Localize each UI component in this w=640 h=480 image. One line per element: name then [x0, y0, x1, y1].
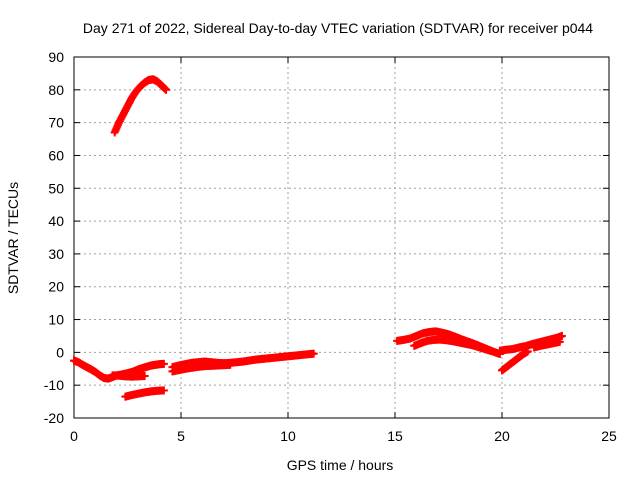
y-tick-label: 10: [48, 312, 64, 328]
x-axis-label: GPS time / hours: [287, 457, 394, 473]
y-tick-label: 40: [48, 213, 64, 229]
data-point: [162, 85, 171, 94]
data-point: [523, 347, 532, 356]
y-tick-label: 30: [48, 246, 64, 262]
y-tick-label: 60: [48, 147, 64, 163]
data-point: [557, 331, 566, 340]
y-tick-label: 50: [48, 180, 64, 196]
x-tick-label: 10: [280, 428, 296, 444]
data-point: [309, 349, 318, 358]
data-point: [140, 371, 149, 380]
series-arc-evening-lower: [410, 335, 496, 356]
y-tick-label: 70: [48, 115, 64, 131]
data-point: [226, 360, 235, 369]
x-tick-label: 0: [70, 428, 78, 444]
x-tick-label: 20: [494, 428, 510, 444]
y-tick-label: 90: [48, 49, 64, 65]
y-tick-label: -10: [44, 377, 64, 393]
series-arc-short: [108, 371, 149, 381]
data-layer: [70, 75, 566, 401]
ticks-layer: 0 5 10 15 20 25 -20 -10 0 10 20 30 40 50 60 70 80 90: [44, 49, 617, 444]
y-tick-label: -20: [44, 410, 64, 426]
y-tick-label: 0: [56, 344, 64, 360]
series-arc-bottom: [121, 386, 168, 401]
x-tick-label: 5: [177, 428, 185, 444]
data-point: [159, 359, 168, 368]
y-axis-label: SDTVAR / TECUs: [5, 182, 21, 294]
series-arc-mid-lower: [168, 360, 235, 376]
y-tick-label: 80: [48, 82, 64, 98]
chart-title: Day 271 of 2022, Sidereal Day-to-day VTE…: [83, 20, 593, 36]
series-arc-high: [110, 75, 171, 137]
series-arc-late-drop: [498, 347, 532, 375]
y-tick-label: 20: [48, 279, 64, 295]
data-point: [159, 386, 168, 395]
data-point: [487, 347, 496, 356]
series-arc-late-lower: [530, 337, 564, 352]
x-tick-label: 15: [387, 428, 403, 444]
series-arc-mid: [168, 349, 318, 372]
plot-frame: [73, 56, 610, 419]
data-point: [555, 337, 564, 346]
x-tick-label: 25: [601, 428, 617, 444]
